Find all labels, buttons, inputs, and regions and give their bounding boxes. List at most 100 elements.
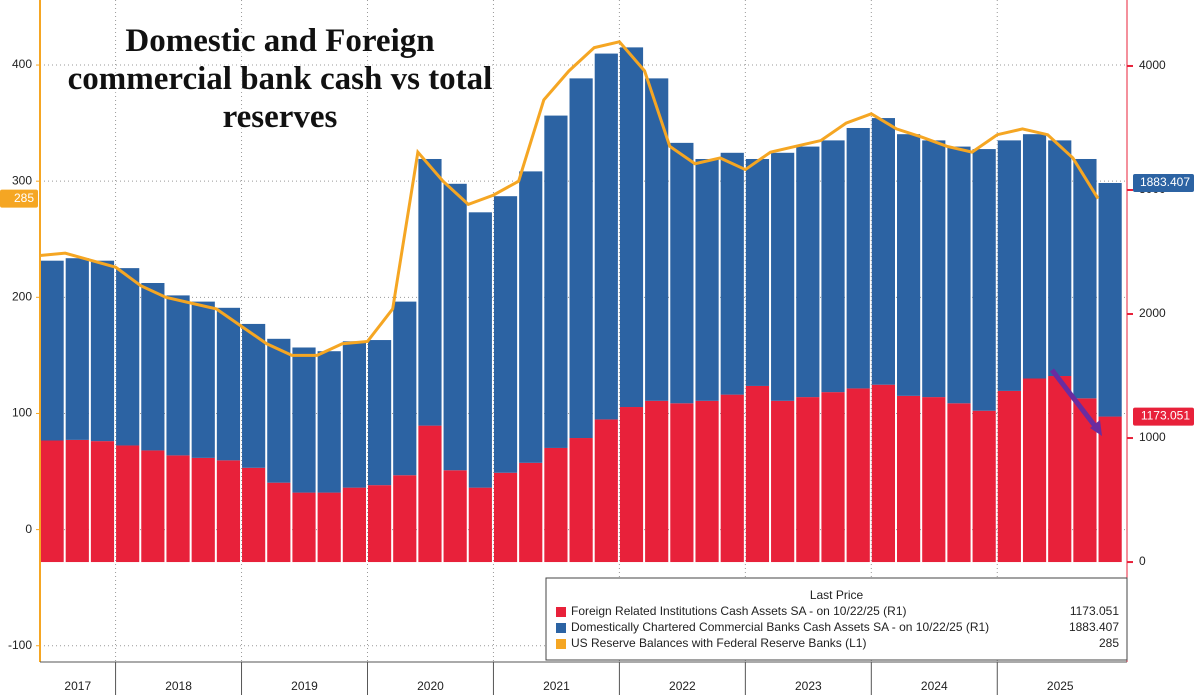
bar — [846, 127, 870, 389]
bar — [40, 260, 64, 441]
legend-value: 1883.407 — [1069, 620, 1119, 634]
bar — [40, 440, 64, 563]
bar — [1048, 140, 1072, 377]
bar — [418, 425, 442, 563]
y2-tick-label: 0 — [1139, 554, 1146, 568]
bar — [947, 403, 971, 563]
value-tag-box — [1133, 173, 1194, 192]
bar — [468, 212, 492, 488]
x-tick-label: 2019 — [291, 679, 318, 693]
x-tick-label: 2022 — [669, 679, 696, 693]
bar — [242, 467, 266, 563]
bar — [771, 152, 795, 401]
bar — [771, 400, 795, 563]
bar — [1022, 134, 1047, 379]
bar — [796, 397, 820, 563]
value-tag: 1883.407 — [1140, 175, 1190, 189]
bar — [1098, 182, 1122, 417]
value-tag-box — [1133, 407, 1194, 426]
bar — [670, 403, 694, 563]
bar — [141, 283, 165, 451]
bar — [619, 407, 644, 563]
bar — [871, 118, 896, 385]
bar — [267, 338, 291, 483]
bar — [317, 351, 341, 493]
chart-title: Domestic and Foreign commercial bank cas… — [67, 23, 493, 135]
x-tick-label: 2020 — [417, 679, 444, 693]
bar — [1098, 416, 1122, 563]
bar — [997, 140, 1021, 391]
bar — [65, 258, 89, 440]
bar — [367, 485, 392, 563]
y-tick-label: 200 — [12, 289, 32, 303]
bar — [997, 390, 1021, 563]
bar — [519, 462, 543, 563]
bar — [544, 447, 568, 563]
bar — [922, 397, 946, 563]
bar — [645, 400, 669, 563]
legend-title: Last Price — [810, 588, 864, 602]
legend-label: Domestically Chartered Commercial Banks … — [571, 620, 989, 634]
value-tag: 285 — [14, 191, 34, 205]
bar — [972, 149, 996, 411]
legend-swatch — [556, 607, 566, 617]
bar — [922, 140, 946, 398]
x-tick-label: 2021 — [543, 679, 570, 693]
bar — [65, 439, 89, 563]
bar — [342, 487, 366, 563]
bar — [519, 171, 543, 463]
y-tick-label: 0 — [25, 522, 32, 536]
bar — [116, 268, 140, 446]
arrow-head — [1090, 420, 1102, 436]
y-tick-label: 100 — [12, 406, 32, 420]
bar — [242, 323, 266, 468]
bar — [216, 307, 241, 461]
bar — [393, 301, 417, 476]
bar — [166, 455, 190, 563]
legend-box — [545, 577, 1128, 661]
bar — [191, 301, 215, 458]
bar — [267, 482, 291, 563]
value-tag-box — [0, 189, 38, 208]
x-tick-label: 2025 — [1047, 679, 1074, 693]
bar — [443, 183, 467, 471]
bar — [569, 438, 593, 563]
y2-tick-label: 1000 — [1139, 430, 1166, 444]
legend-swatch — [556, 623, 566, 633]
y2-tick-label: 4000 — [1139, 58, 1166, 72]
bar — [292, 347, 316, 493]
bar — [1022, 378, 1047, 563]
bar — [897, 134, 921, 396]
bar — [720, 152, 744, 395]
bar — [443, 470, 467, 563]
bar — [645, 78, 669, 401]
bar — [544, 115, 568, 448]
bar — [292, 492, 316, 563]
bar — [594, 419, 618, 563]
bar — [317, 492, 341, 563]
bar — [871, 384, 896, 563]
bar — [821, 140, 845, 393]
x-tick-label: 2024 — [921, 679, 948, 693]
bar — [393, 475, 417, 563]
value-tag: 1173.051 — [1141, 409, 1190, 423]
y-tick-label: -100 — [8, 638, 32, 652]
bar — [468, 487, 492, 563]
bar — [493, 196, 518, 473]
bar — [670, 142, 694, 404]
bar — [972, 410, 996, 563]
bar — [367, 340, 392, 486]
legend-label: Foreign Related Institutions Cash Assets… — [571, 604, 907, 618]
bar — [897, 395, 921, 563]
bar — [821, 392, 845, 563]
bar — [594, 53, 618, 420]
bar — [1048, 376, 1072, 563]
bar — [720, 394, 744, 563]
bar — [569, 78, 593, 439]
legend-swatch — [556, 639, 566, 649]
y-tick-label: 300 — [12, 173, 32, 187]
bar — [141, 450, 165, 563]
x-tick-label: 2018 — [165, 679, 192, 693]
